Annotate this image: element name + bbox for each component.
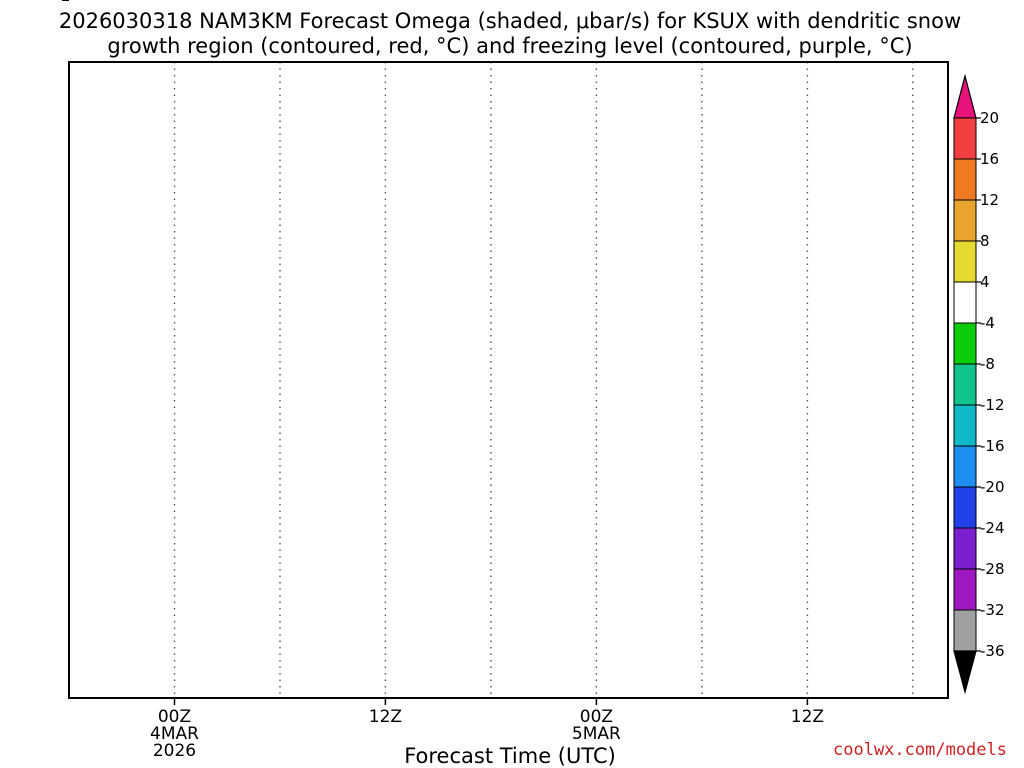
x-tick-label: 12Z xyxy=(369,707,402,727)
y-tick-label: 650 xyxy=(28,0,60,5)
y-tick-label: 750 xyxy=(28,0,60,5)
contour-label: 0 xyxy=(820,0,829,4)
colorbar-swatch xyxy=(953,363,977,406)
x-tick-label: 5MAR xyxy=(572,724,621,744)
colorbar-bottom-arrow xyxy=(953,650,977,695)
colorbar-swatch xyxy=(953,568,977,611)
colorbar-tick-label: 12 xyxy=(980,191,999,209)
y-tick-label: 550 xyxy=(28,0,60,5)
y-tick-label: 950 xyxy=(28,0,60,5)
y-tick-label: 800 xyxy=(28,0,60,5)
contour-label: -18 xyxy=(664,0,688,4)
contour-label: -18 xyxy=(980,0,1004,4)
colorbar-tick-label: 20 xyxy=(980,109,999,127)
pressure-axis: 2503003504004505005506006507007508008509… xyxy=(17,0,69,5)
colorbar-tick-label: -8 xyxy=(980,355,995,373)
colorbar-swatch xyxy=(953,445,977,488)
chart-title-line-2: growth region (contoured, red, °C) and f… xyxy=(107,34,912,58)
colorbar-tick-label: -4 xyxy=(980,314,995,332)
colorbar-swatch xyxy=(953,527,977,570)
chart-title-line-1: 2026030318 NAM3KM Forecast Omega (shaded… xyxy=(59,9,961,33)
y-tick-label: 350 xyxy=(28,0,60,5)
y-tick-label: 900 xyxy=(28,0,60,5)
plot-frame xyxy=(68,61,949,699)
grid-lines xyxy=(173,62,914,698)
contour-label: -12 xyxy=(535,0,559,4)
colorbar-swatch xyxy=(953,199,977,242)
colorbar-swatch xyxy=(953,281,977,324)
colorbar-tick-label: -16 xyxy=(980,437,1005,455)
plot-area: -18 -18 -18 -12 -12 -12 0 0 0 xyxy=(173,0,1007,698)
colorbar-swatch xyxy=(953,609,977,652)
y-tick-label: 400 xyxy=(28,0,60,5)
contour-label: -12 xyxy=(221,0,245,4)
colorbar-swatch xyxy=(953,486,977,529)
y-tick-label: 500 xyxy=(28,0,60,5)
colorbar-tick-label: -32 xyxy=(980,601,1005,619)
x-axis-label: Forecast Time (UTC) xyxy=(404,744,616,768)
colorbar-tick-label: -20 xyxy=(980,478,1005,496)
x-tick-label: 00Z xyxy=(158,707,191,727)
y-tick-label: 600 xyxy=(28,0,60,5)
colorbar-tick-label: -12 xyxy=(980,396,1005,414)
y-tick-label: 250 xyxy=(28,0,60,5)
colorbar-swatch xyxy=(953,322,977,365)
contour-label: -18 xyxy=(351,0,375,4)
colorbar-swatch xyxy=(953,404,977,447)
omega-colorbar: 20 16 12 8 4 -4 -8 -12 -16 -20 -24 -28 -32 -36 xyxy=(953,73,1005,695)
x-tick-label: 00Z xyxy=(580,707,613,727)
contour-label: 0 xyxy=(574,0,583,4)
x-tick-label: 4MAR xyxy=(150,724,199,744)
x-tick-label: 2026 xyxy=(153,741,196,761)
y-tick-label: 450 xyxy=(28,0,60,5)
colorbar-tick-label: -36 xyxy=(980,642,1005,660)
y-tick-label: 850 xyxy=(28,0,60,5)
contour-label: 0 xyxy=(275,0,284,4)
colorbar-tick-label: 4 xyxy=(980,273,990,291)
colorbar-swatch xyxy=(953,240,977,283)
y-tick-label: 1000 xyxy=(17,0,60,5)
y-tick-label: 700 xyxy=(28,0,60,5)
x-tick-label: 12Z xyxy=(791,707,824,727)
colorbar-tick-label: -24 xyxy=(980,519,1005,537)
colorbar-swatch xyxy=(953,117,977,160)
contour-label: -12 xyxy=(862,0,886,4)
colorbar-tick-label: -28 xyxy=(980,560,1005,578)
source-credit: coolwx.com/models xyxy=(833,740,1007,760)
contour-label-bg xyxy=(977,0,1007,14)
colorbar-top-arrow xyxy=(953,73,977,119)
colorbar-tick-label: 8 xyxy=(980,232,990,250)
colorbar-tick-label: 16 xyxy=(980,150,999,168)
y-tick-label: 300 xyxy=(28,0,60,5)
colorbar-swatch xyxy=(953,158,977,201)
